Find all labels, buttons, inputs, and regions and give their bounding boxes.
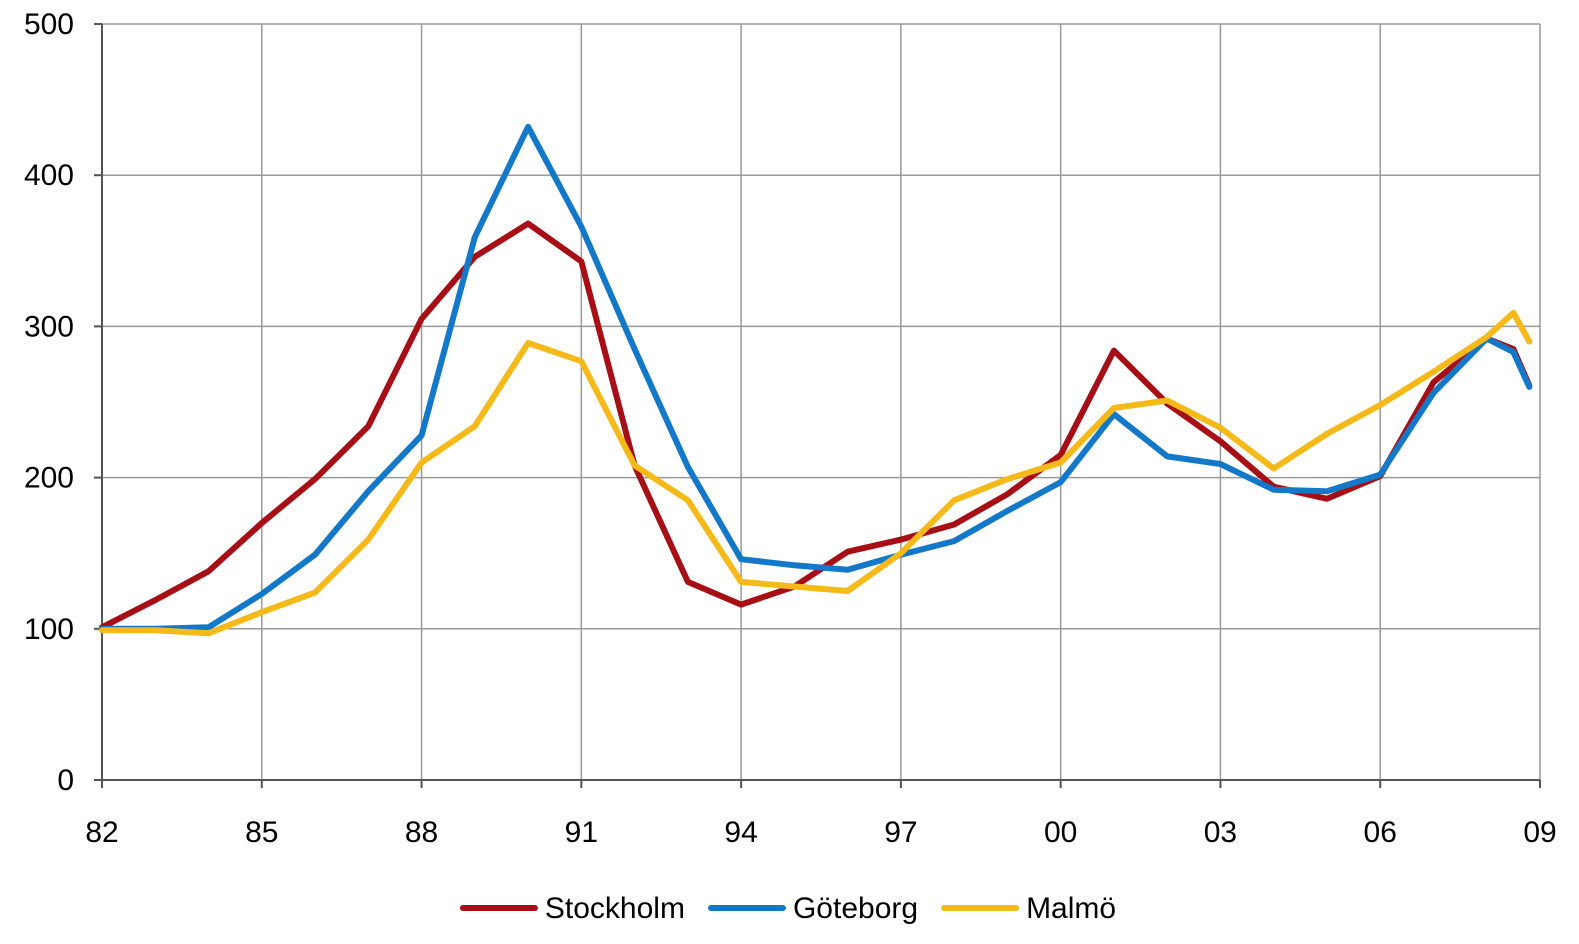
series-line-stockholm bbox=[99, 220, 1533, 631]
legend-label-malm-: Malmö bbox=[1026, 892, 1116, 925]
y-tick-label: 100 bbox=[24, 613, 74, 646]
x-tick-label: 97 bbox=[884, 816, 917, 849]
tick-labels: 0 100 200 300 400 500 82 85 88 91 94 97 00 03 06 09 bbox=[24, 8, 1557, 849]
legend: Stockholm Göteborg Malmö bbox=[459, 892, 1116, 925]
x-tick-label: 00 bbox=[1044, 816, 1077, 849]
series-lines bbox=[99, 123, 1533, 637]
legend-label-stockholm: Stockholm bbox=[545, 892, 685, 925]
x-tick-label: 94 bbox=[724, 816, 757, 849]
y-tick-label: 400 bbox=[24, 159, 74, 192]
series-line-malm- bbox=[99, 309, 1533, 637]
legend-label-g-teborg: Göteborg bbox=[793, 892, 918, 925]
x-tick-label: 09 bbox=[1523, 816, 1556, 849]
grid-lines bbox=[102, 23, 1541, 780]
x-tick-label: 06 bbox=[1364, 816, 1397, 849]
x-tick-label: 91 bbox=[565, 816, 598, 849]
series-line-g-teborg bbox=[99, 123, 1533, 632]
y-tick-label: 200 bbox=[24, 462, 74, 495]
x-tick-label: 88 bbox=[405, 816, 438, 849]
y-tick-label: 300 bbox=[24, 310, 74, 343]
y-tick-label: 0 bbox=[57, 764, 74, 797]
x-tick-label: 03 bbox=[1204, 816, 1237, 849]
y-tick-label: 500 bbox=[24, 8, 74, 41]
x-tick-label: 82 bbox=[85, 816, 118, 849]
x-tick-label: 85 bbox=[245, 816, 278, 849]
axes bbox=[94, 23, 1541, 788]
